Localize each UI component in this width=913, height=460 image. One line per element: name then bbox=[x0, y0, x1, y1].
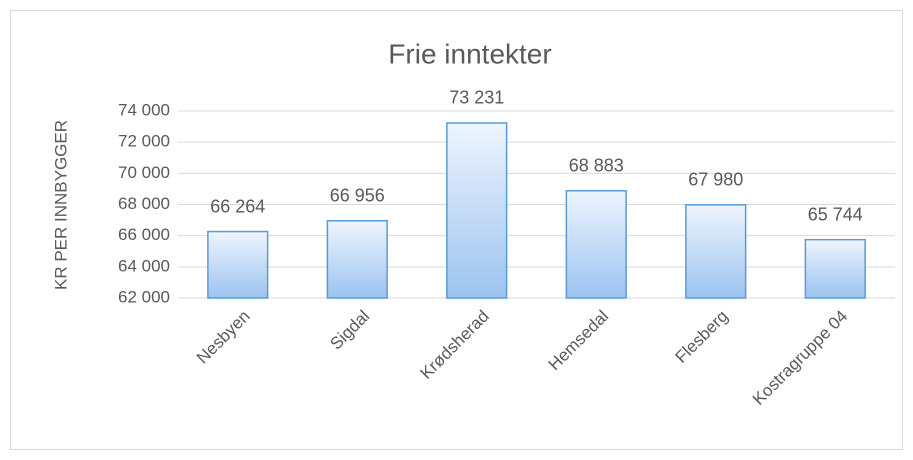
chart-title: Frie inntekter bbox=[388, 38, 551, 69]
data-label: 73 231 bbox=[449, 88, 504, 108]
bar bbox=[207, 230, 269, 299]
y-tick-label: 74 000 bbox=[118, 100, 170, 119]
data-label: 66 956 bbox=[330, 186, 385, 206]
y-tick-label: 62 000 bbox=[118, 287, 170, 306]
bar bbox=[565, 189, 627, 299]
bar bbox=[446, 122, 508, 299]
y-axis-label: KR PER INNBYGGER bbox=[51, 120, 70, 290]
y-tick-label: 72 000 bbox=[118, 132, 170, 151]
data-label: 67 980 bbox=[688, 170, 743, 190]
data-label: 65 744 bbox=[808, 204, 863, 224]
bar bbox=[326, 220, 388, 299]
bar bbox=[804, 238, 866, 299]
bar bbox=[685, 204, 747, 299]
y-tick-label: 68 000 bbox=[118, 194, 170, 213]
data-label: 68 883 bbox=[569, 155, 624, 175]
y-tick-label: 70 000 bbox=[118, 163, 170, 182]
y-tick-label: 64 000 bbox=[118, 256, 170, 275]
y-tick-label: 66 000 bbox=[118, 225, 170, 244]
data-label: 66 264 bbox=[210, 196, 265, 216]
